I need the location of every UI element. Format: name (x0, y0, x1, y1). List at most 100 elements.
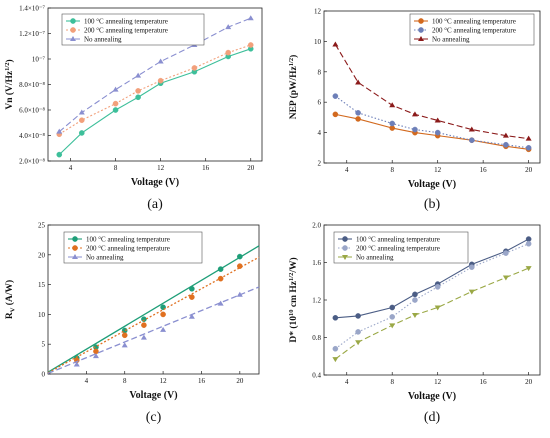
data-point (525, 240, 532, 247)
x-tick-label: 8 (114, 164, 118, 172)
series-line (58, 48, 251, 156)
data-point (247, 42, 254, 48)
y-axis-label: RV (A/W) (4, 280, 17, 319)
series-line (335, 95, 529, 149)
data-point (468, 264, 475, 270)
y-tick-label: 2.0 (312, 222, 321, 230)
y-axis-label-part: cm Hz (289, 280, 299, 309)
data-point (434, 284, 441, 290)
data-point (135, 88, 141, 94)
data-point (332, 111, 339, 118)
data-point (434, 117, 441, 123)
x-tick-label: 12 (434, 378, 442, 386)
panel-label: (a) (147, 197, 163, 212)
data-point (468, 137, 475, 143)
y-tick-label: 15 (38, 281, 46, 289)
data-point (189, 285, 195, 292)
series-line (335, 243, 529, 350)
y-axis-label-part: /W) (288, 257, 299, 273)
data-point (217, 300, 224, 306)
legend-marker (342, 255, 348, 260)
x-tick-label: 20 (525, 166, 533, 174)
data-point (73, 361, 80, 367)
y-tick-label: 6 (318, 99, 322, 107)
data-point (502, 275, 509, 281)
y-axis-label-part: Vn (V/Hz (4, 70, 15, 110)
y-tick-label: 0 (42, 371, 46, 379)
data-point (502, 132, 509, 138)
series-3 (332, 41, 532, 141)
data-point (237, 253, 243, 260)
data-point (217, 266, 224, 272)
series-2 (332, 93, 532, 151)
data-point (412, 126, 418, 133)
legend-label: 100 °C annealing temperature (86, 236, 170, 244)
data-point (389, 314, 396, 320)
data-point (355, 329, 361, 335)
y-axis-label-part: R (5, 312, 15, 319)
legend-box (333, 231, 469, 264)
series-fit-line (47, 256, 260, 374)
x-tick-label: 8 (390, 166, 394, 174)
data-point (332, 345, 339, 352)
legend-label: No annealing (356, 254, 394, 262)
data-point (503, 250, 509, 256)
legend-marker (342, 245, 348, 251)
data-point (157, 58, 164, 64)
data-point (503, 141, 509, 148)
data-point (121, 342, 128, 348)
series-2 (332, 240, 532, 352)
y-tick-label: 4 (318, 129, 322, 137)
legend-marker (418, 18, 424, 24)
y-tick-label: 1.4×10⁻⁷ (19, 5, 45, 13)
y-axis-label-part: D* (10 (288, 316, 299, 343)
y-tick-label: 10 (38, 311, 46, 319)
data-point (412, 297, 418, 303)
data-point (332, 357, 339, 363)
data-point (217, 275, 224, 282)
data-point (56, 151, 63, 158)
legend-label: 200 °C annealing temperature (356, 245, 440, 253)
panel-label: (c) (146, 410, 162, 425)
legend-marker (70, 27, 76, 33)
legend-marker (72, 245, 78, 251)
data-point (355, 79, 362, 85)
data-point (332, 93, 339, 99)
data-point (236, 291, 243, 297)
legend-box (63, 231, 203, 264)
y-tick-label: 2 (318, 160, 322, 168)
data-point (191, 65, 198, 71)
series-fit-line (47, 245, 260, 373)
data-point (411, 313, 418, 318)
plot-frame (47, 224, 260, 375)
y-axis-label-part: 1/2 (288, 58, 295, 66)
legend-marker (72, 254, 78, 259)
chart-panel-d: 4 8 12 16 20 0.4 0.8 1.2 1.6 2.0 Voltage (V) D* (10… (288, 222, 541, 425)
y-tick-label: 8 (318, 68, 322, 76)
y-axis-label-part: ) (288, 55, 299, 58)
data-point (355, 313, 361, 319)
x-axis-label: Voltage (V) (131, 177, 179, 188)
legend-label: 100 °C annealing temperature (84, 18, 168, 26)
data-point (56, 128, 63, 134)
series-3 (47, 286, 260, 375)
series-fit-line (47, 286, 260, 375)
y-tick-label: 0.8 (312, 334, 321, 342)
y-axis-label: D* (1010 cm Hz1/2/W) (288, 257, 299, 342)
legend-marker (70, 18, 76, 24)
data-point (525, 266, 532, 272)
data-point (160, 326, 167, 332)
data-point (225, 24, 232, 30)
data-point (188, 313, 195, 319)
legend-label: 100 °C annealing temperature (356, 236, 440, 244)
x-tick-label: 20 (525, 378, 533, 386)
series-2 (47, 256, 260, 374)
legend-label: 200 °C annealing temperature (84, 27, 168, 35)
legend-marker (70, 36, 76, 41)
data-point (135, 72, 142, 78)
